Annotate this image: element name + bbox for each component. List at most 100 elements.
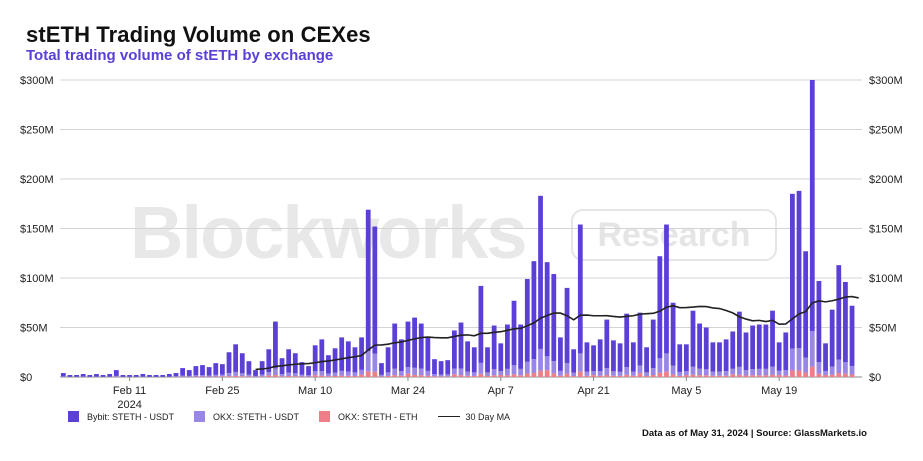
bar-bybit bbox=[405, 321, 411, 368]
bar-okx-usdt bbox=[259, 374, 265, 377]
footer-source: Data as of May 31, 2024 | Source: GlassM… bbox=[642, 428, 867, 439]
bar-bybit bbox=[491, 325, 497, 370]
bar-okx-usdt bbox=[650, 368, 656, 375]
bar-okx-eth bbox=[485, 375, 490, 377]
bar-bybit bbox=[630, 342, 636, 372]
bar-bybit bbox=[286, 349, 292, 373]
bar-okx-eth bbox=[412, 374, 417, 377]
bar-bybit bbox=[445, 360, 451, 375]
bar-bybit bbox=[591, 345, 596, 372]
bar-okx-usdt bbox=[518, 368, 524, 376]
x-tick-label: Feb 25 bbox=[205, 385, 239, 397]
bar-bybit bbox=[299, 362, 305, 375]
bar-bybit bbox=[670, 302, 676, 366]
bar-okx-usdt bbox=[379, 374, 384, 377]
bar-bybit bbox=[312, 345, 318, 372]
bar-okx-usdt bbox=[505, 368, 510, 376]
bar-bybit bbox=[809, 80, 815, 331]
bar-bybit bbox=[200, 365, 205, 376]
bar-bybit bbox=[193, 366, 199, 376]
bar-okx-eth bbox=[710, 375, 716, 377]
bar-okx-eth bbox=[432, 376, 437, 377]
legend-item-okx-usdt[interactable]: OKX: STETH - USDT bbox=[194, 411, 299, 422]
bar-bybit bbox=[829, 309, 835, 367]
y-tick-left: $300M bbox=[20, 75, 54, 87]
bar-okx-eth bbox=[577, 371, 583, 377]
bar-okx-eth bbox=[246, 376, 252, 377]
bar-bybit bbox=[531, 261, 537, 360]
bar-okx-eth bbox=[584, 375, 590, 377]
bar-okx-eth bbox=[359, 374, 364, 377]
bar-bybit bbox=[524, 278, 530, 362]
bar-okx-eth bbox=[611, 375, 616, 377]
bar-okx-usdt bbox=[630, 371, 636, 376]
bar-bybit bbox=[326, 355, 331, 374]
bar-okx-eth bbox=[491, 375, 497, 377]
chart-subtitle: Total trading volume of stETH by exchang… bbox=[26, 47, 334, 64]
y-tick-left: $0 bbox=[20, 372, 32, 384]
bar-okx-eth bbox=[843, 373, 848, 377]
bar-okx-usdt bbox=[246, 374, 252, 377]
bar-okx-usdt bbox=[538, 348, 543, 371]
bar-okx-eth bbox=[670, 374, 676, 377]
bar-okx-usdt bbox=[186, 375, 192, 377]
bar-okx-usdt bbox=[783, 370, 789, 376]
bar-okx-usdt bbox=[677, 371, 683, 376]
bar-bybit bbox=[87, 375, 93, 377]
bar-okx-eth bbox=[299, 376, 305, 377]
bar-okx-usdt bbox=[756, 368, 762, 376]
x-tick-label: Mar 24 bbox=[391, 385, 425, 397]
bar-bybit bbox=[518, 324, 524, 369]
bar-bybit bbox=[703, 327, 709, 370]
bar-okx-eth bbox=[750, 375, 756, 377]
bar-okx-usdt bbox=[597, 371, 603, 376]
bar-bybit bbox=[650, 319, 656, 369]
bar-bybit bbox=[398, 339, 404, 372]
bar-bybit bbox=[451, 330, 457, 369]
bar-okx-usdt bbox=[717, 371, 722, 376]
bar-bybit bbox=[319, 339, 325, 372]
bar-bybit bbox=[770, 310, 775, 367]
bar-bybit bbox=[166, 374, 172, 377]
legend-item-ma[interactable]: 30 Day MA bbox=[437, 412, 510, 422]
bar-bybit bbox=[392, 323, 398, 369]
bar-okx-usdt bbox=[286, 372, 292, 377]
bar-bybit bbox=[160, 375, 166, 377]
bar-okx-usdt bbox=[253, 375, 258, 377]
bar-bybit bbox=[584, 342, 590, 372]
bar-okx-eth bbox=[743, 375, 749, 377]
bar-bybit bbox=[803, 251, 809, 358]
bar-bybit bbox=[756, 324, 762, 369]
bar-okx-usdt bbox=[657, 358, 663, 373]
legend-item-bybit[interactable]: Bybit: STETH - USDT bbox=[68, 411, 174, 422]
bar-bybit bbox=[597, 339, 603, 372]
bar-okx-usdt bbox=[418, 368, 424, 376]
bar-bybit bbox=[750, 325, 756, 370]
bar-bybit bbox=[306, 366, 311, 376]
bar-okx-eth bbox=[352, 375, 358, 377]
bar-okx-usdt bbox=[306, 375, 311, 377]
bar-bybit bbox=[412, 317, 417, 368]
bar-okx-eth bbox=[418, 375, 424, 377]
bar-bybit bbox=[558, 337, 563, 371]
bar-okx-usdt bbox=[736, 366, 742, 375]
legend-item-okx-eth[interactable]: OKX: STETH - ETH bbox=[319, 411, 418, 422]
legend-swatch-okx-usdt bbox=[194, 411, 206, 422]
bar-bybit bbox=[220, 364, 225, 375]
bar-okx-usdt bbox=[273, 368, 278, 376]
bar-okx-eth bbox=[266, 375, 272, 377]
bar-okx-eth bbox=[564, 373, 570, 377]
legend-label-okx-eth: OKX: STETH - ETH bbox=[338, 411, 418, 422]
bar-bybit bbox=[465, 341, 471, 372]
bar-bybit bbox=[94, 374, 99, 377]
legend-label-okx-usdt: OKX: STETH - USDT bbox=[213, 411, 300, 422]
bar-bybit bbox=[266, 349, 272, 373]
bar-okx-eth bbox=[597, 375, 603, 377]
bar-bybit bbox=[836, 265, 842, 360]
bar-bybit bbox=[498, 343, 504, 371]
bar-okx-eth bbox=[220, 376, 225, 377]
bar-okx-eth bbox=[292, 376, 298, 377]
bar-bybit bbox=[74, 375, 79, 377]
bar-bybit bbox=[823, 343, 828, 371]
